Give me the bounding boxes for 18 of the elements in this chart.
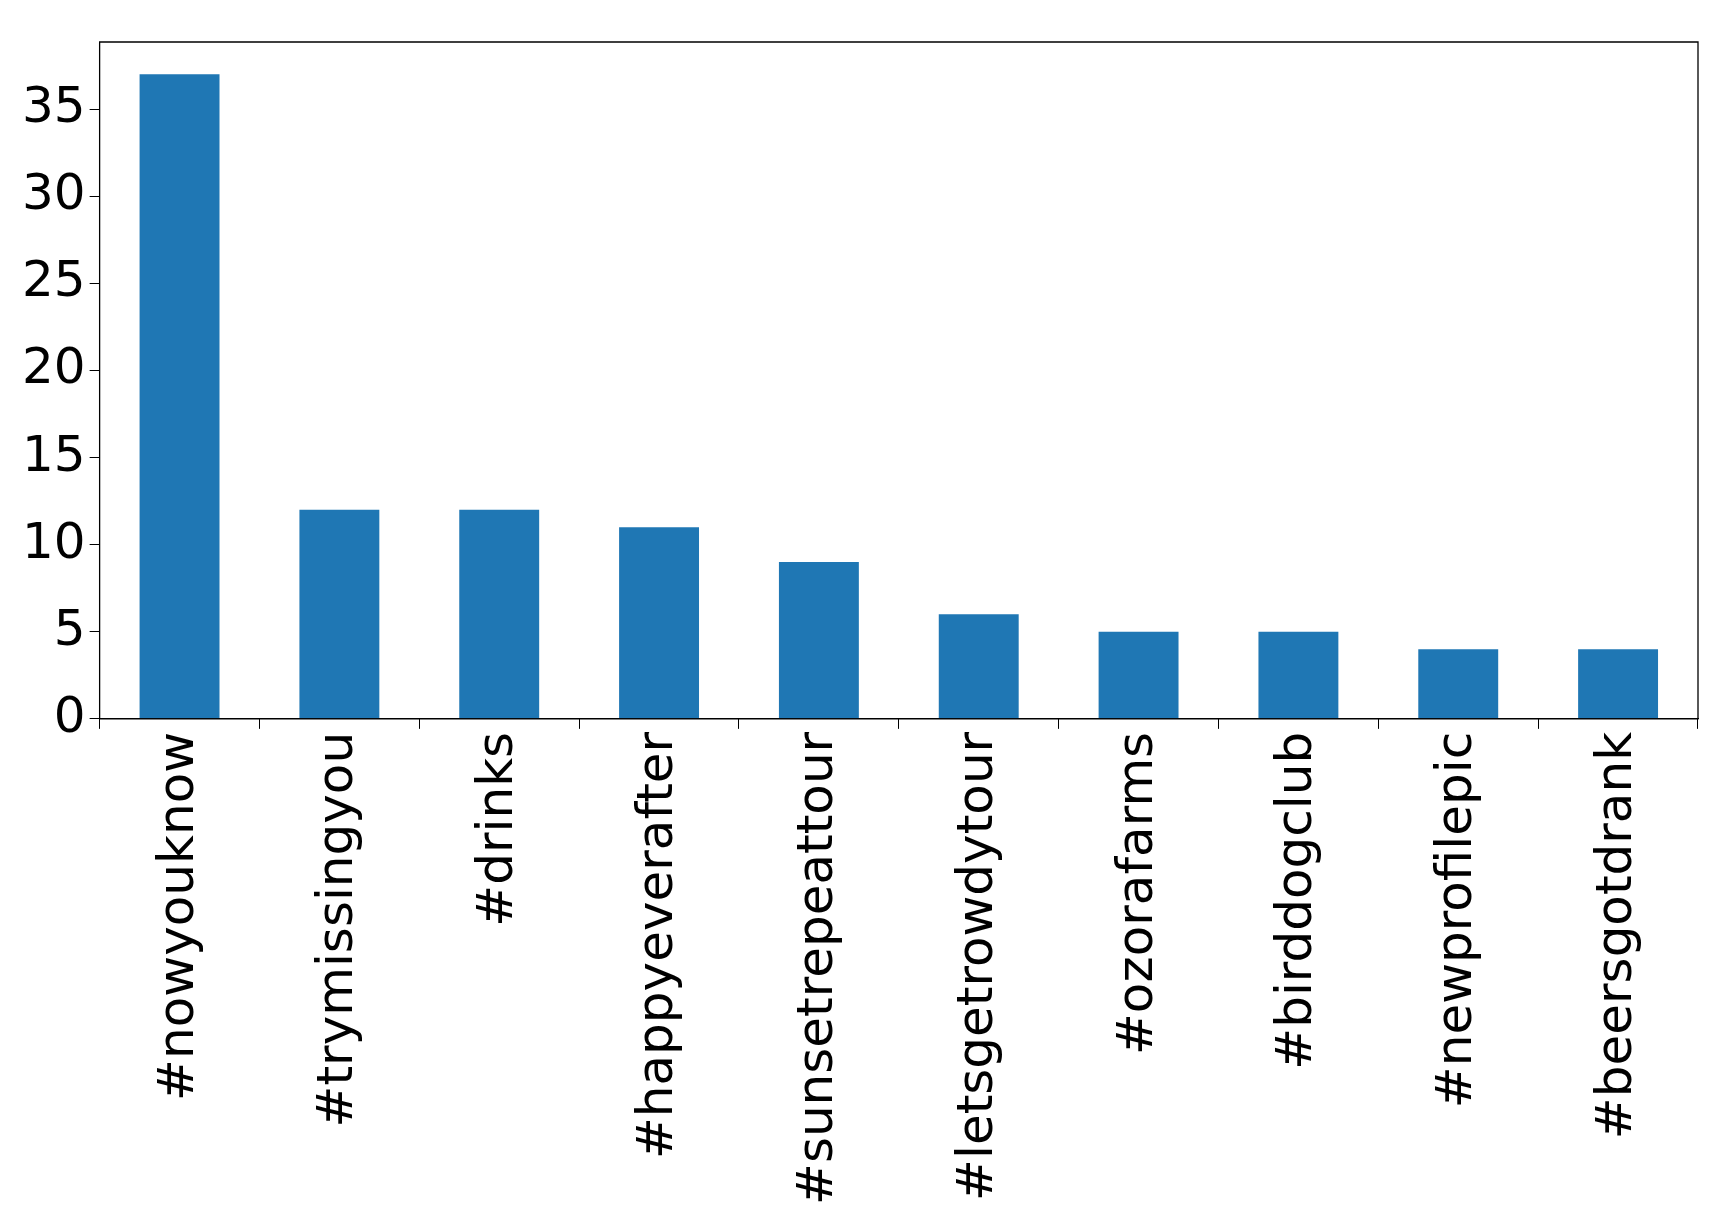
x-tick-label: #nowyouknow [146,731,205,1101]
x-tick-label: #happyeverafter [626,731,685,1160]
y-tick-label: 20 [22,337,86,396]
y-tick-label: 25 [22,250,86,309]
y-tick-label: 35 [22,76,86,135]
y-tick-label: 15 [22,424,86,483]
y-tick-label: 30 [22,163,86,222]
x-tick-label: #trymissingyou [306,731,365,1128]
x-tick-label: #drinks [466,731,525,927]
x-tick-label: #birddogclub [1265,731,1324,1070]
x-tick-label: #ozorafarms [1105,731,1164,1056]
x-tick-label: #beersgotdrank [1585,731,1644,1140]
x-tick-label: #letsgetrowdytour [945,731,1004,1201]
y-tick-label: 0 [53,685,86,744]
y-tick-label: 10 [22,511,86,570]
x-tick-label: #sunsetrepeattour [785,731,844,1206]
y-tick-label: 5 [53,598,86,657]
x-tick-label: #newprofilepic [1425,731,1484,1109]
